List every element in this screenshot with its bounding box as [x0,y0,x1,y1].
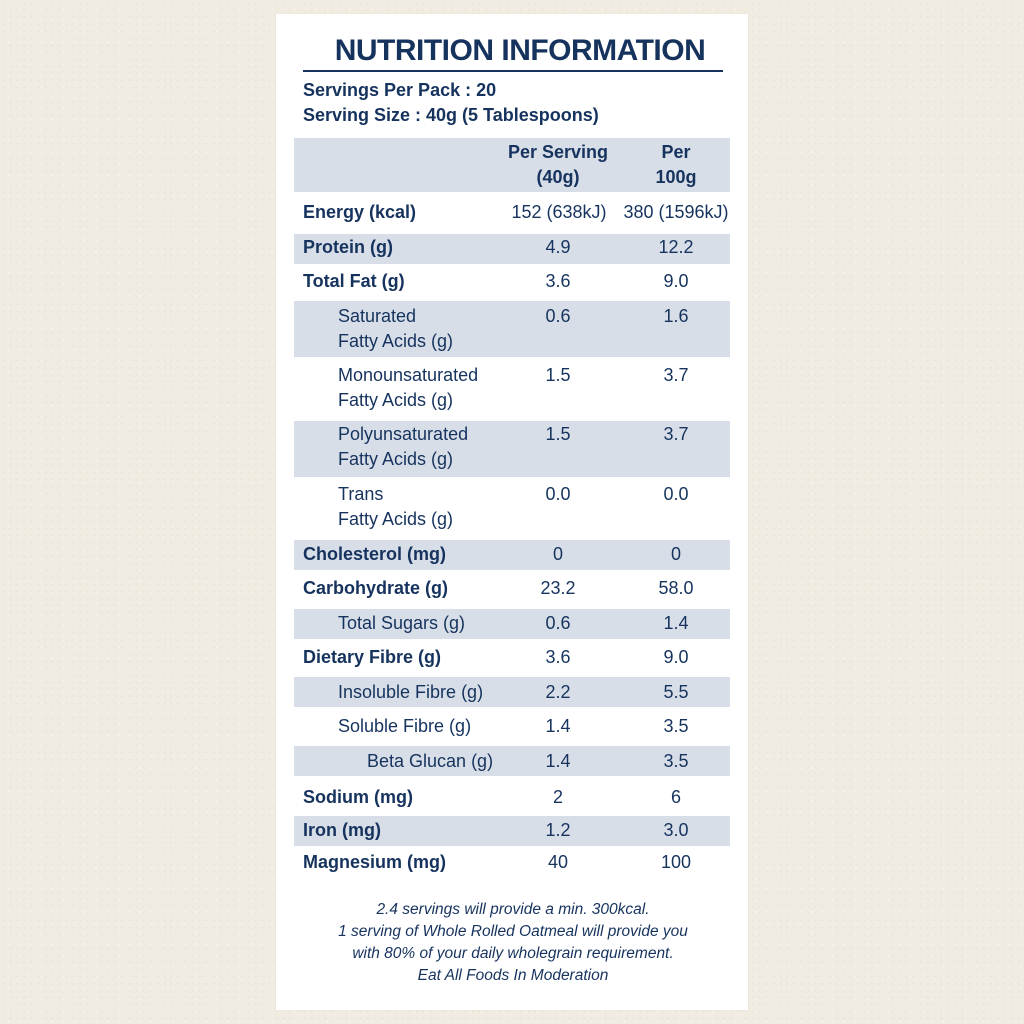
column-header-band [294,138,730,192]
per-serving-value: 0.6 [545,306,571,326]
per-100g-value: 5.5 [663,682,689,702]
row-band [294,421,730,477]
nutrient-label: Insoluble Fibre (g) [338,682,484,702]
title-divider [303,70,723,72]
serving-size: Serving Size : 40g (5 Tablespoons) [303,105,599,125]
per-serving-value: 0.0 [545,484,571,504]
row-band [294,609,730,639]
per-serving-value: 2.2 [545,682,571,702]
nutrient-label: Dietary Fibre (g) [303,647,442,667]
row-band [294,301,730,357]
per-100g-value: 3.7 [663,365,689,385]
per-100g-value: 9.0 [663,647,689,667]
per-serving-value: 1.5 [545,424,571,444]
per-100g-value: 3.7 [663,424,689,444]
footer-note: 1 serving of Whole Rolled Oatmeal will p… [338,923,688,940]
nutrient-label: Carbohydrate (g) [303,578,449,598]
nutrient-label: Monounsaturated Fatty Acids (g) [338,365,479,410]
nutrient-label: Saturated Fatty Acids (g) [338,306,454,351]
per-serving-value: 1.5 [545,365,571,385]
row-band [294,816,730,846]
page-title: NUTRITION INFORMATION [334,34,706,67]
per-100g-value: 0 [670,544,681,564]
header-per-100g: Per 100g [655,142,697,187]
nutrient-label: Iron (mg) [303,820,381,840]
row-band [294,677,730,707]
per-serving-value: 152 (638kJ) [511,202,607,222]
row-band [294,540,730,570]
per-100g-value: 100 [660,852,692,872]
per-serving-value: 2 [552,787,563,807]
per-serving-value: 0 [552,544,563,564]
per-100g-value: 380 (1596kJ) [623,202,729,222]
nutrient-label: Polyunsaturated Fatty Acids (g) [338,424,469,469]
row-band [294,746,730,776]
per-100g-value: 1.4 [663,613,689,633]
per-100g-value: 1.6 [663,306,689,326]
per-100g-value: 12.2 [658,237,694,257]
nutrient-label: Total Fat (g) [303,271,405,291]
nutrient-label: Magnesium (mg) [303,852,447,872]
per-serving-value: 23.2 [540,578,576,598]
footer-note: 2.4 servings will provide a min. 300kcal… [376,901,650,918]
per-serving-value: 1.4 [545,751,571,771]
per-serving-value: 4.9 [545,237,571,257]
per-100g-value: 9.0 [663,271,689,291]
servings-per-pack: Servings Per Pack : 20 [303,80,497,100]
header-per-serving: Per Serving (40g) [507,142,609,187]
per-serving-value: 1.4 [545,716,571,736]
row-band [294,234,730,264]
per-serving-value: 3.6 [545,647,571,667]
per-100g-value: 3.5 [663,716,689,736]
per-100g-value: 3.0 [663,820,689,840]
footer-note: with 80% of your daily wholegrain requir… [352,945,674,962]
footer-note: Eat All Foods In Moderation [417,967,609,984]
nutrient-label: Beta Glucan (g) [367,751,494,771]
nutrient-label: Total Sugars (g) [338,613,466,633]
per-serving-value: 3.6 [545,271,571,291]
nutrient-label: Energy (kcal) [303,202,417,222]
nutrient-label: Protein (g) [303,237,393,257]
per-serving-value: 40 [547,852,569,872]
per-100g-value: 0.0 [663,484,689,504]
per-100g-value: 3.5 [663,751,689,771]
per-serving-value: 0.6 [545,613,571,633]
nutrient-label: Trans Fatty Acids (g) [338,484,454,529]
nutrient-label: Cholesterol (mg) [303,544,447,564]
per-100g-value: 58.0 [658,578,694,598]
nutrient-label: Soluble Fibre (g) [338,716,472,736]
per-serving-value: 1.2 [545,820,571,840]
nutrient-label: Sodium (mg) [303,787,413,807]
per-100g-value: 6 [670,787,681,807]
